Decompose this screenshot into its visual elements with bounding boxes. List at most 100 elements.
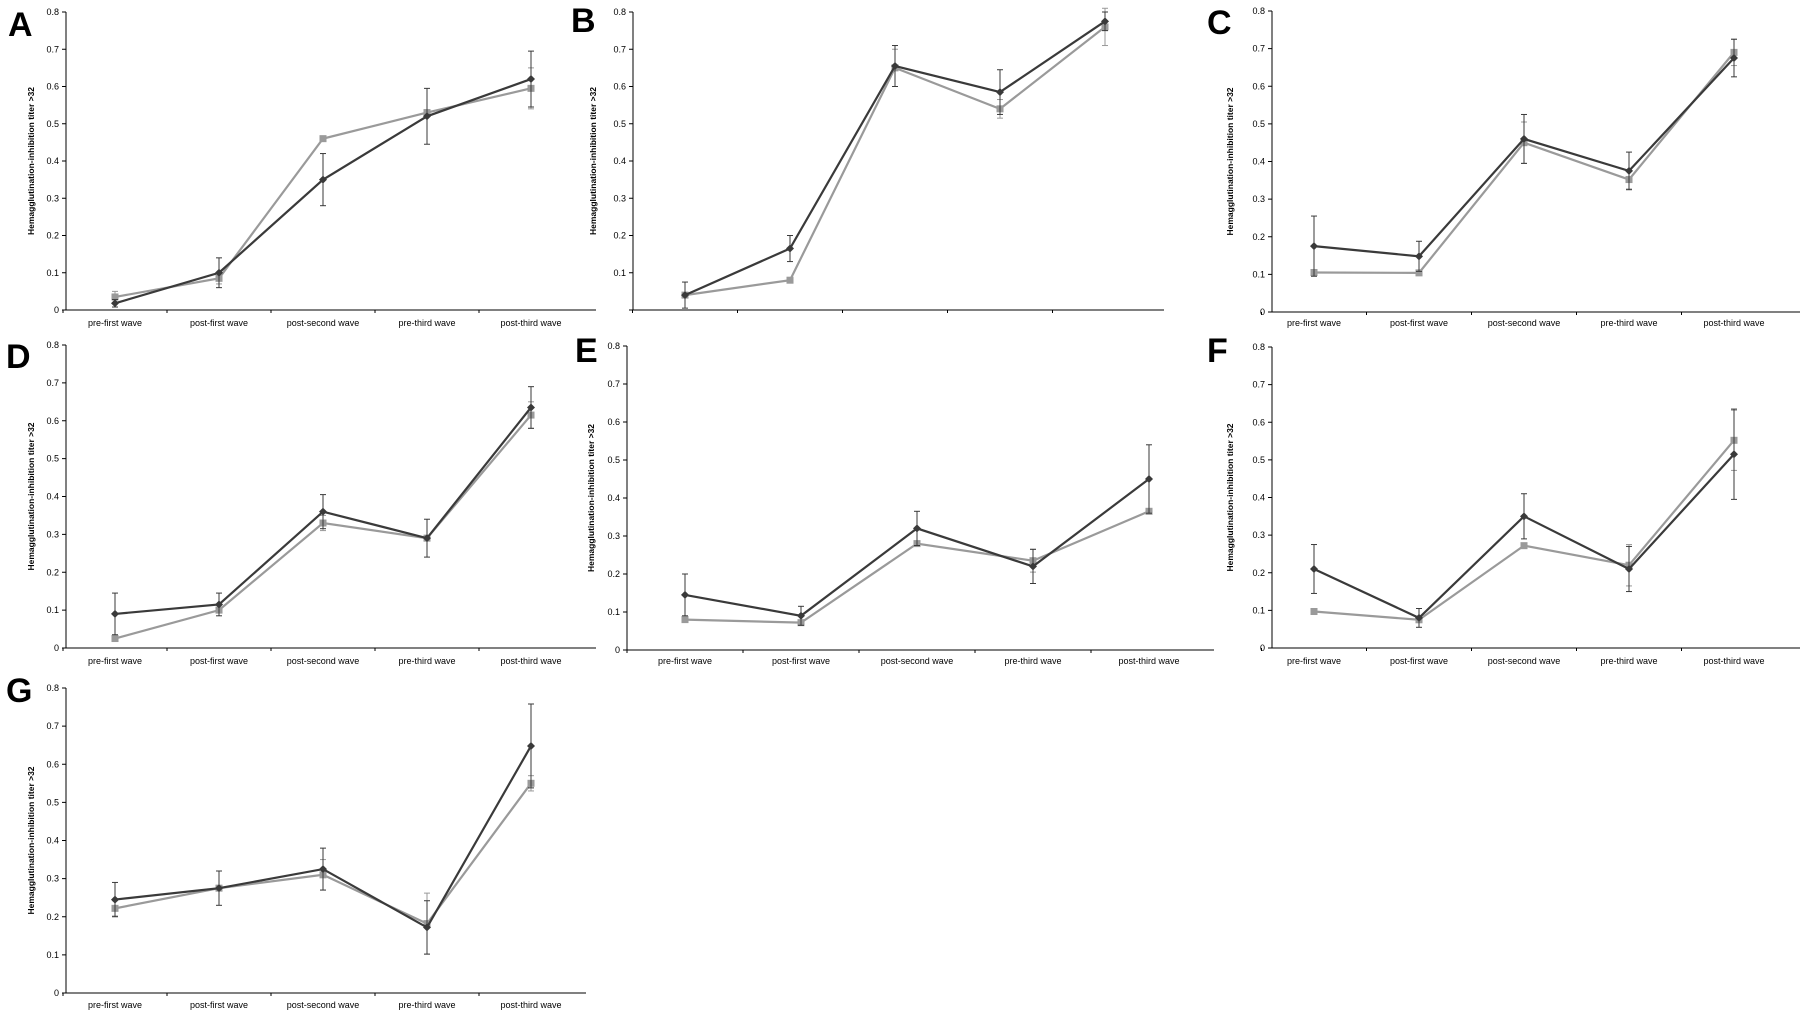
y-tick-label: 0.1 [1252,605,1265,615]
chart-panel-g: G 0 0.1 0.2 0.3 0.4 0.5 0.6 0.7 0.8 pre-first wave… [6,672,586,1010]
data-point [786,244,794,253]
x-tick-label: post-second wave [881,656,954,666]
data-point [1310,608,1318,616]
data-point [423,534,431,543]
series-diamond [111,703,535,955]
y-tick-label: 0.3 [46,529,59,539]
y-tick-label: 0.3 [607,531,620,541]
data-point [423,112,431,121]
x-tick-label: post-third wave [1703,656,1764,666]
y-tick-label: 0.1 [1252,269,1265,279]
panel-label: B [571,2,596,40]
y-tick-label: 0.6 [46,759,59,769]
x-tick-label: pre-first wave [1287,318,1341,328]
data-point [786,276,794,284]
series-diamond [1310,408,1738,628]
data-point [527,741,535,750]
series-diamond [681,444,1153,626]
chart-panel-f: F 0 0.1 0.2 0.3 0.4 0.5 0.6 0.7 0.8 pre-first wave… [1207,332,1800,666]
y-tick-label: 0.5 [1252,455,1265,465]
y-tick-label: 0.3 [1252,194,1265,204]
x-tick-label: post-second wave [287,656,360,666]
x-tick-label: post-first wave [1390,656,1448,666]
data-point [527,403,535,412]
data-point [1520,512,1528,521]
y-tick-label: 0.7 [46,44,59,54]
y-tick-label: 0.6 [1252,417,1265,427]
y-tick-label: 0.4 [46,156,59,166]
y-tick-label: 0 [1260,643,1265,653]
data-point [1415,252,1423,261]
data-point [1310,564,1318,573]
y-tick-label: 0.5 [46,119,59,129]
data-point [319,175,327,184]
chart-panel-b: B 0.1 0.2 0.3 0.4 0.5 0.6 0.7 0.8 Hemagglutinatio… [571,2,1164,313]
x-tick-label: pre-first wave [1287,656,1341,666]
y-tick-label: 0.4 [613,156,626,166]
y-axis-title: Hemagglutination-inhibition titer >32 [1225,423,1235,571]
data-point [1415,613,1423,622]
y-tick-label: 0.4 [607,493,620,503]
y-tick-label: 0.8 [46,683,59,693]
data-point [1520,134,1528,143]
chart-panel-a: A 0 0.1 0.2 0.3 0.4 0.5 0.6 0.7 0.8 pre-first wave… [8,6,596,328]
x-tick-label: post-first wave [190,318,248,328]
data-point [1520,542,1528,550]
y-tick-label: 0.3 [46,193,59,203]
data-point [891,62,899,71]
panel-label: E [575,332,598,370]
y-tick-label: 0.2 [613,231,626,241]
x-tick-label: post-third wave [1703,318,1764,328]
series-line [114,745,532,929]
data-point [1625,166,1633,175]
data-point [1310,242,1318,251]
data-point [111,635,119,643]
data-point [111,609,119,618]
panel-label: G [6,672,32,710]
y-tick-label: 0 [54,305,59,315]
chart-panel-d: D 0 0.1 0.2 0.3 0.4 0.5 0.6 0.7 0.8 pre-first wave… [6,338,596,666]
x-tick-label: post-first wave [1390,318,1448,328]
data-point [215,268,223,277]
series-diamond [1310,38,1738,277]
data-point [681,291,689,300]
data-point [215,884,223,893]
data-point [111,895,119,904]
y-tick-label: 0 [1260,307,1265,317]
y-tick-label: 0.2 [46,567,59,577]
y-tick-label: 0 [54,643,59,653]
y-tick-label: 0.6 [46,82,59,92]
data-point [423,923,431,932]
x-tick-label: post-third wave [500,318,561,328]
y-tick-label: 0.2 [607,569,620,579]
data-point [215,600,223,609]
x-tick-label: post-second wave [287,318,360,328]
x-tick-label: pre-third wave [398,1000,455,1010]
data-point [1625,564,1633,573]
data-point [681,616,689,624]
x-tick-label: post-first wave [190,656,248,666]
data-point [111,299,119,308]
y-axis-title: Hemagglutination-inhibition titer >32 [586,424,596,572]
data-point [319,865,327,874]
x-tick-label: post-second wave [287,1000,360,1010]
x-tick-label: pre-third wave [398,656,455,666]
series-diamond [681,11,1109,309]
x-tick-label: pre-first wave [658,656,712,666]
y-tick-label: 0.3 [613,193,626,203]
y-axis-title: Hemagglutination-inhibition titer >32 [588,87,598,235]
data-point [996,88,1004,97]
series-diamond [111,386,535,636]
x-tick-label: pre-third wave [398,318,455,328]
y-axis-title: Hemagglutination-inhibition titer >32 [26,422,36,570]
y-tick-label: 0.2 [46,231,59,241]
y-tick-label: 0.4 [46,836,59,846]
y-tick-label: 0.8 [1252,6,1265,16]
data-point [797,611,805,620]
y-tick-label: 0.3 [1252,530,1265,540]
y-tick-label: 0.8 [46,7,59,17]
data-point [1730,450,1738,459]
series-diamond [111,50,535,308]
panel-label: A [8,6,33,44]
